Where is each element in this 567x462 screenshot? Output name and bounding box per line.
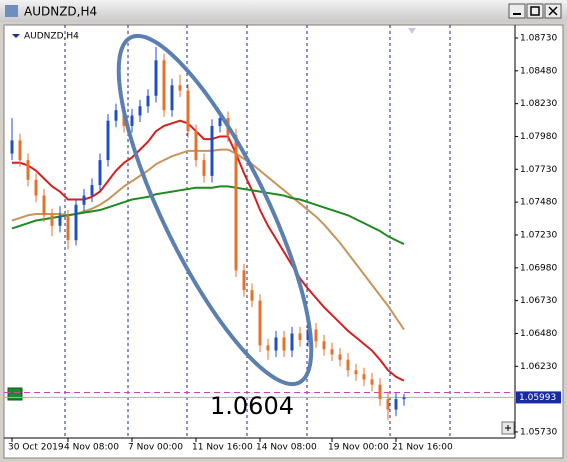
- x-tick-label: 19 Nov 00:00: [328, 443, 389, 453]
- candle-body: [186, 90, 190, 132]
- candle-body: [242, 270, 246, 291]
- x-tick-label: 30 Oct 2019: [8, 443, 64, 453]
- y-tick-label: 1.07480: [520, 198, 557, 208]
- candle-body: [138, 106, 142, 116]
- candle-body: [346, 359, 350, 371]
- y-tick-label: 1.05730: [520, 427, 557, 437]
- candle-body: [266, 345, 270, 351]
- maximize-button[interactable]: [526, 3, 544, 19]
- candle-body: [394, 399, 398, 410]
- y-tick-label: 1.06230: [520, 362, 557, 372]
- x-tick-label: 11 Nov 16:00: [192, 443, 253, 453]
- x-tick-label: 4 Nov 08:00: [64, 443, 119, 453]
- candle-body: [42, 195, 46, 216]
- candle-body: [274, 337, 278, 351]
- plot: 1.08730 1.08480 1.08230 1.07980 1.07730 1.074…: [4, 33, 561, 453]
- maximize-icon: [530, 6, 540, 16]
- candle-body: [282, 337, 286, 351]
- minimize-button[interactable]: [508, 3, 526, 19]
- candle-body: [298, 333, 302, 341]
- candle-body: [402, 397, 406, 400]
- candle-body: [178, 85, 182, 91]
- y-tick-label: 1.07980: [520, 132, 557, 142]
- zoom-icon: [505, 425, 511, 431]
- title-bar: [0, 0, 567, 22]
- moving-average-line: [12, 119, 405, 382]
- candle-body: [130, 115, 134, 126]
- candle-body: [34, 179, 38, 196]
- y-tick-label: 1.06980: [520, 263, 557, 273]
- candle-body: [106, 120, 110, 161]
- shift-marker: [408, 28, 416, 34]
- candle-body: [82, 195, 86, 205]
- candle-body: [18, 140, 22, 161]
- candle-body: [386, 399, 390, 410]
- y-tick-label: 1.06480: [520, 329, 557, 339]
- candle-body: [314, 329, 318, 342]
- annotation: 1.0604: [210, 392, 294, 420]
- candle-body: [146, 95, 150, 107]
- candle-body: [114, 110, 118, 121]
- symbol-arrow: [12, 34, 20, 38]
- y-tick-label: 1.08730: [520, 33, 557, 43]
- candle-body: [362, 374, 366, 380]
- candle-body: [66, 215, 70, 241]
- candle-body: [10, 140, 14, 154]
- candle-body: [26, 160, 30, 180]
- candle-body: [50, 215, 54, 226]
- candle-body: [218, 118, 222, 126]
- x-tick-label: 7 Nov 00:00: [128, 443, 183, 453]
- current-price-label: 1.05993: [519, 393, 556, 403]
- candle-body: [98, 160, 102, 186]
- y-tick-label: 1.07730: [520, 165, 557, 175]
- chart-symbol: AUDNZD,H4: [24, 32, 79, 42]
- y-tick-label: 1.08480: [520, 66, 557, 76]
- candle-body: [58, 215, 62, 226]
- candle-body: [338, 354, 342, 360]
- window-title: AUDNZD,H4: [24, 5, 97, 19]
- candle-body: [330, 349, 334, 355]
- candle-body: [354, 370, 358, 375]
- candle-body: [258, 300, 262, 346]
- highlight-ellipse: [116, 33, 314, 387]
- candle-body: [194, 131, 198, 161]
- candle-body: [154, 60, 158, 96]
- trade-button[interactable]: [7, 387, 23, 401]
- y-tick-label: 1.08230: [520, 99, 557, 109]
- window-icon: [5, 5, 18, 17]
- candle-body: [210, 125, 214, 176]
- candle-body: [322, 341, 326, 350]
- candle-body: [202, 160, 206, 176]
- x-tick-label: 21 Nov 16:00: [392, 443, 453, 453]
- candle-body: [74, 204, 78, 241]
- close-icon: [548, 6, 558, 16]
- current-price-box: [516, 391, 561, 404]
- candle-body: [306, 329, 310, 341]
- candle-body: [170, 85, 174, 111]
- y-tick-label: 1.07230: [520, 230, 557, 240]
- candle-body: [370, 379, 374, 385]
- y-tick-label: 1.06730: [520, 296, 557, 306]
- candle-body: [162, 60, 166, 111]
- candle-body: [290, 333, 294, 351]
- candle-body: [234, 135, 238, 271]
- candle-body: [250, 290, 254, 301]
- candle-body: [90, 185, 94, 196]
- x-tick-label: 14 Nov 08:00: [256, 443, 317, 453]
- candle-body: [378, 384, 382, 400]
- window-buttons[interactable]: [508, 3, 562, 19]
